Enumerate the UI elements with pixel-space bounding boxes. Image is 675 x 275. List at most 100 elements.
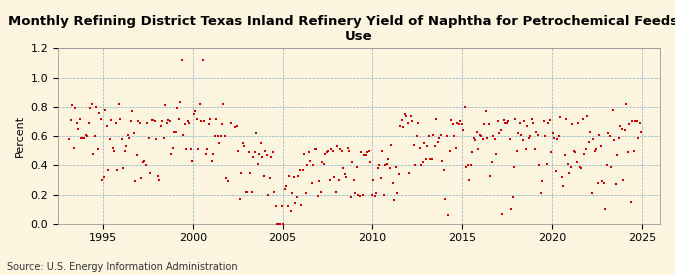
Point [411,134,422,138]
Point [371,191,381,195]
Point [392,191,402,195]
Point [583,140,594,144]
Point [560,153,570,157]
Point [593,181,603,185]
Point [88,152,99,156]
Point [518,138,529,143]
Point [507,195,518,200]
Point [453,122,464,127]
Point [323,148,333,153]
Point [202,147,213,152]
Point [384,166,395,170]
Point [203,122,214,127]
Point [522,124,533,128]
Point [131,153,142,157]
Point [618,178,628,182]
Point [610,182,621,186]
Point [414,145,425,150]
Point [223,179,234,184]
Point [282,204,293,208]
Point [546,150,557,154]
Point [491,152,502,156]
Point [612,153,623,157]
Point [332,144,343,148]
Point [407,119,418,124]
Point [390,164,401,169]
Point [115,116,126,121]
Point [251,131,262,135]
Point [308,163,319,167]
Point [353,192,364,197]
Point [89,134,100,138]
Point [435,132,446,137]
Point [230,125,241,130]
Point [636,130,647,134]
Point [524,135,535,140]
Point [211,116,221,121]
Point [627,119,638,124]
Point [244,150,254,154]
Point [232,124,242,128]
Point [181,147,192,152]
Point [500,121,510,125]
Point [506,207,516,211]
Point [558,184,569,188]
Point [588,137,599,141]
Point [136,176,146,181]
Point [68,145,79,150]
Point [421,157,431,162]
Point [121,144,132,148]
Point [173,116,184,121]
Point [107,145,118,150]
Point [519,119,530,124]
Point [167,145,178,150]
Point [574,164,585,169]
Point [589,148,600,153]
Point [83,121,94,125]
Point [576,166,587,170]
Point [634,121,645,125]
Point [504,137,515,141]
Point [631,119,642,124]
Point [213,141,224,145]
Point [585,130,596,134]
Point [65,118,76,122]
Point [278,222,289,226]
Point [76,135,86,140]
Point [599,181,610,185]
Point [582,113,593,118]
Point [127,109,138,113]
Point [188,112,199,116]
Point [256,141,267,145]
Point [394,172,404,176]
Point [170,130,181,134]
Point [196,119,207,124]
Point [305,159,316,163]
Point [302,163,313,167]
Point [330,189,341,194]
Point [277,204,288,208]
Point [556,175,567,179]
Point [624,122,634,127]
Point [380,163,391,167]
Point [260,148,271,153]
Point [79,135,90,140]
Point [485,173,495,178]
Point [626,200,637,204]
Point [579,152,590,156]
Point [336,148,347,153]
Point [292,195,302,200]
Point [304,150,315,154]
Point [357,192,368,197]
Point [443,213,454,217]
Point [103,167,113,172]
Point [154,178,165,182]
Point [487,134,498,138]
Point [239,144,250,148]
Point [535,191,546,195]
Point [314,179,325,184]
Point [116,137,127,141]
Point [73,126,84,131]
Point [537,179,548,184]
Point [340,172,350,176]
